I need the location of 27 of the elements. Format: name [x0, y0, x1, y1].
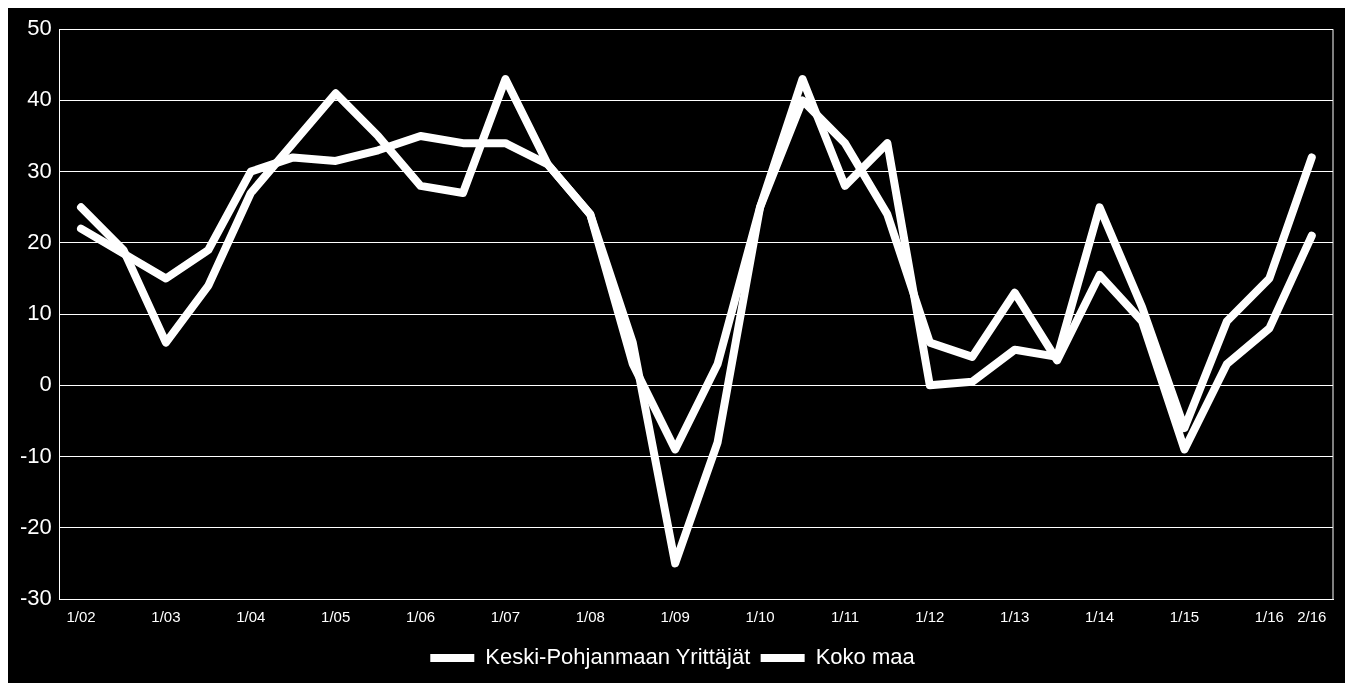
- x-tick-label: 1/03: [151, 608, 181, 626]
- x-tick-label: 1/04: [236, 608, 266, 626]
- y-tick-label: -30: [20, 585, 52, 611]
- x-tick-label: 1/10: [745, 608, 775, 626]
- x-tick-label: 1/12: [915, 608, 945, 626]
- x-tick-label: 1/16: [1254, 608, 1284, 626]
- y-tick-label: 50: [27, 15, 52, 41]
- x-tick-label: 1/11: [830, 608, 859, 626]
- x-tick-label: 1/08: [575, 608, 605, 626]
- x-tick-label: 2/16: [1297, 608, 1327, 626]
- x-tick-label: 1/14: [1084, 608, 1115, 626]
- y-tick-label: 0: [39, 371, 52, 397]
- y-tick-label: 10: [27, 300, 52, 326]
- x-tick-label: 1/07: [490, 608, 521, 626]
- y-tick-label: -10: [20, 442, 52, 468]
- y-tick-label: 20: [27, 228, 52, 254]
- x-tick-label: 1/09: [660, 608, 690, 626]
- y-tick-label: 40: [27, 86, 52, 112]
- x-tick-label: 1/06: [405, 608, 436, 626]
- legend-label: Koko maa: [815, 644, 916, 670]
- x-tick-label: 1/15: [1169, 608, 1200, 626]
- x-tick-label: 1/02: [66, 608, 96, 626]
- x-tick-label: 1/13: [1000, 608, 1030, 626]
- y-tick-label: -20: [20, 513, 52, 539]
- y-tick-label: 30: [27, 157, 52, 183]
- legend-label: Keski-Pohjanmaan Yrittäjät: [485, 644, 751, 670]
- x-tick-label: 1/05: [321, 608, 351, 626]
